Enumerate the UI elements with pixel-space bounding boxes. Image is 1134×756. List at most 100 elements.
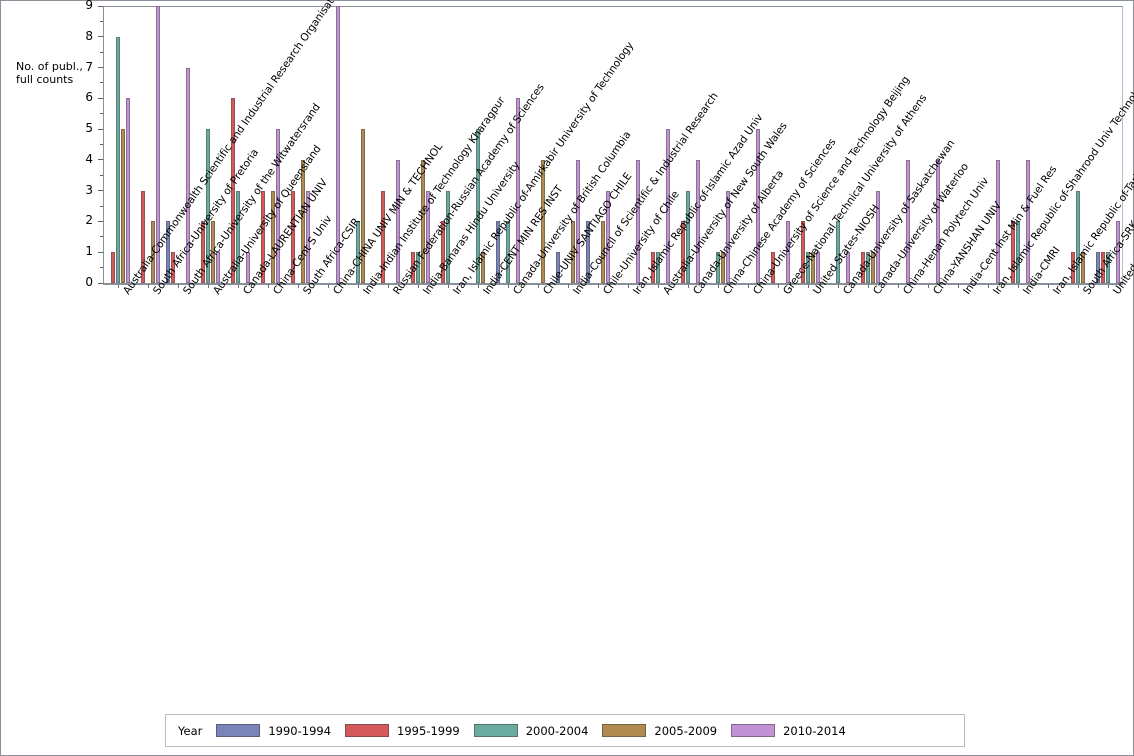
bar[interactable] — [1095, 252, 1101, 283]
legend-entry[interactable]: 2010-2014 — [731, 724, 846, 738]
bar[interactable] — [1010, 221, 1016, 283]
bar[interactable] — [110, 252, 116, 283]
x-tick-mark — [928, 284, 929, 288]
bar[interactable] — [905, 159, 911, 283]
bar[interactable] — [860, 252, 866, 283]
bar[interactable] — [600, 221, 606, 283]
bar[interactable] — [155, 6, 161, 283]
y-tick-mark — [100, 82, 103, 84]
bar[interactable] — [755, 129, 761, 283]
bar[interactable] — [815, 252, 821, 283]
x-tick-mark — [598, 284, 599, 288]
x-tick-mark — [1108, 284, 1109, 288]
bar[interactable] — [185, 67, 191, 283]
bar[interactable] — [505, 221, 511, 283]
bar[interactable] — [415, 252, 421, 283]
bar[interactable] — [555, 252, 561, 283]
bar[interactable] — [835, 221, 841, 283]
bar[interactable] — [305, 190, 311, 283]
bar[interactable] — [150, 221, 156, 283]
bar[interactable] — [655, 252, 661, 283]
bar[interactable] — [540, 159, 546, 283]
bar[interactable] — [425, 190, 431, 283]
bar[interactable] — [1025, 159, 1031, 283]
bar[interactable] — [210, 221, 216, 283]
bar[interactable] — [1070, 252, 1076, 283]
bar[interactable] — [805, 252, 811, 283]
bar[interactable] — [355, 221, 361, 283]
bar[interactable] — [725, 190, 731, 283]
x-tick-mark — [478, 284, 479, 288]
bar[interactable] — [125, 98, 131, 283]
bar[interactable] — [475, 129, 481, 283]
bar[interactable] — [170, 252, 176, 283]
bar[interactable] — [260, 190, 266, 283]
bar[interactable] — [1100, 252, 1106, 283]
bar[interactable] — [935, 159, 941, 283]
bar[interactable] — [585, 221, 591, 283]
legend-swatch — [602, 724, 647, 737]
bar[interactable] — [275, 129, 281, 283]
x-tick-mark — [808, 284, 809, 288]
legend-entry[interactable]: 2000-2004 — [473, 724, 588, 738]
legend-entry[interactable]: 1995-1999 — [345, 724, 460, 738]
bar[interactable] — [995, 159, 1001, 283]
y-tick-label: 7 — [85, 59, 93, 74]
bar[interactable] — [875, 190, 881, 283]
legend-entry[interactable]: 2005-2009 — [602, 724, 717, 738]
bar[interactable] — [380, 190, 386, 283]
bar[interactable] — [715, 252, 721, 283]
bar[interactable] — [140, 190, 146, 283]
bar[interactable] — [575, 159, 581, 283]
x-tick-mark — [508, 284, 509, 288]
bar[interactable] — [865, 252, 871, 283]
bar[interactable] — [680, 221, 686, 283]
bar[interactable] — [205, 129, 211, 283]
bar[interactable] — [1080, 252, 1086, 283]
bar[interactable] — [230, 98, 236, 283]
bar[interactable] — [335, 6, 341, 283]
x-tick-mark — [208, 284, 209, 288]
bar[interactable] — [605, 190, 611, 283]
bar[interactable] — [420, 159, 426, 283]
bar[interactable] — [235, 190, 241, 283]
bar[interactable] — [515, 98, 521, 283]
bar[interactable] — [200, 221, 206, 283]
bar[interactable] — [845, 252, 851, 283]
bar[interactable] — [770, 252, 776, 283]
bar[interactable] — [120, 129, 126, 283]
bar[interactable] — [445, 190, 451, 283]
bar[interactable] — [1015, 221, 1021, 283]
bar[interactable] — [165, 221, 171, 283]
bar[interactable] — [1105, 252, 1111, 283]
bar[interactable] — [360, 129, 366, 283]
bar[interactable] — [800, 221, 806, 283]
bar[interactable] — [215, 252, 221, 283]
bar[interactable] — [685, 190, 691, 283]
bar[interactable] — [245, 252, 251, 283]
bar[interactable] — [495, 221, 501, 283]
y-tick-mark — [98, 97, 103, 99]
bar[interactable] — [785, 221, 791, 283]
bar[interactable] — [720, 252, 726, 283]
bar[interactable] — [570, 221, 576, 283]
legend-entry[interactable]: 1990-1994 — [216, 724, 331, 738]
bar[interactable] — [870, 252, 876, 283]
bar[interactable] — [665, 129, 671, 283]
bar[interactable] — [1115, 221, 1121, 283]
bar[interactable] — [270, 190, 276, 283]
bar[interactable] — [290, 190, 296, 283]
bar[interactable] — [480, 252, 486, 283]
bar[interactable] — [695, 159, 701, 283]
bar[interactable] — [300, 159, 306, 283]
bar[interactable] — [410, 252, 416, 283]
y-tick-mark — [98, 159, 103, 161]
bar[interactable] — [810, 252, 816, 283]
bar[interactable] — [635, 159, 641, 283]
bar[interactable] — [1075, 190, 1081, 283]
bar[interactable] — [650, 252, 656, 283]
bar[interactable] — [395, 159, 401, 283]
x-tick-mark — [988, 284, 989, 288]
bar[interactable] — [440, 221, 446, 283]
bar[interactable] — [115, 36, 121, 283]
